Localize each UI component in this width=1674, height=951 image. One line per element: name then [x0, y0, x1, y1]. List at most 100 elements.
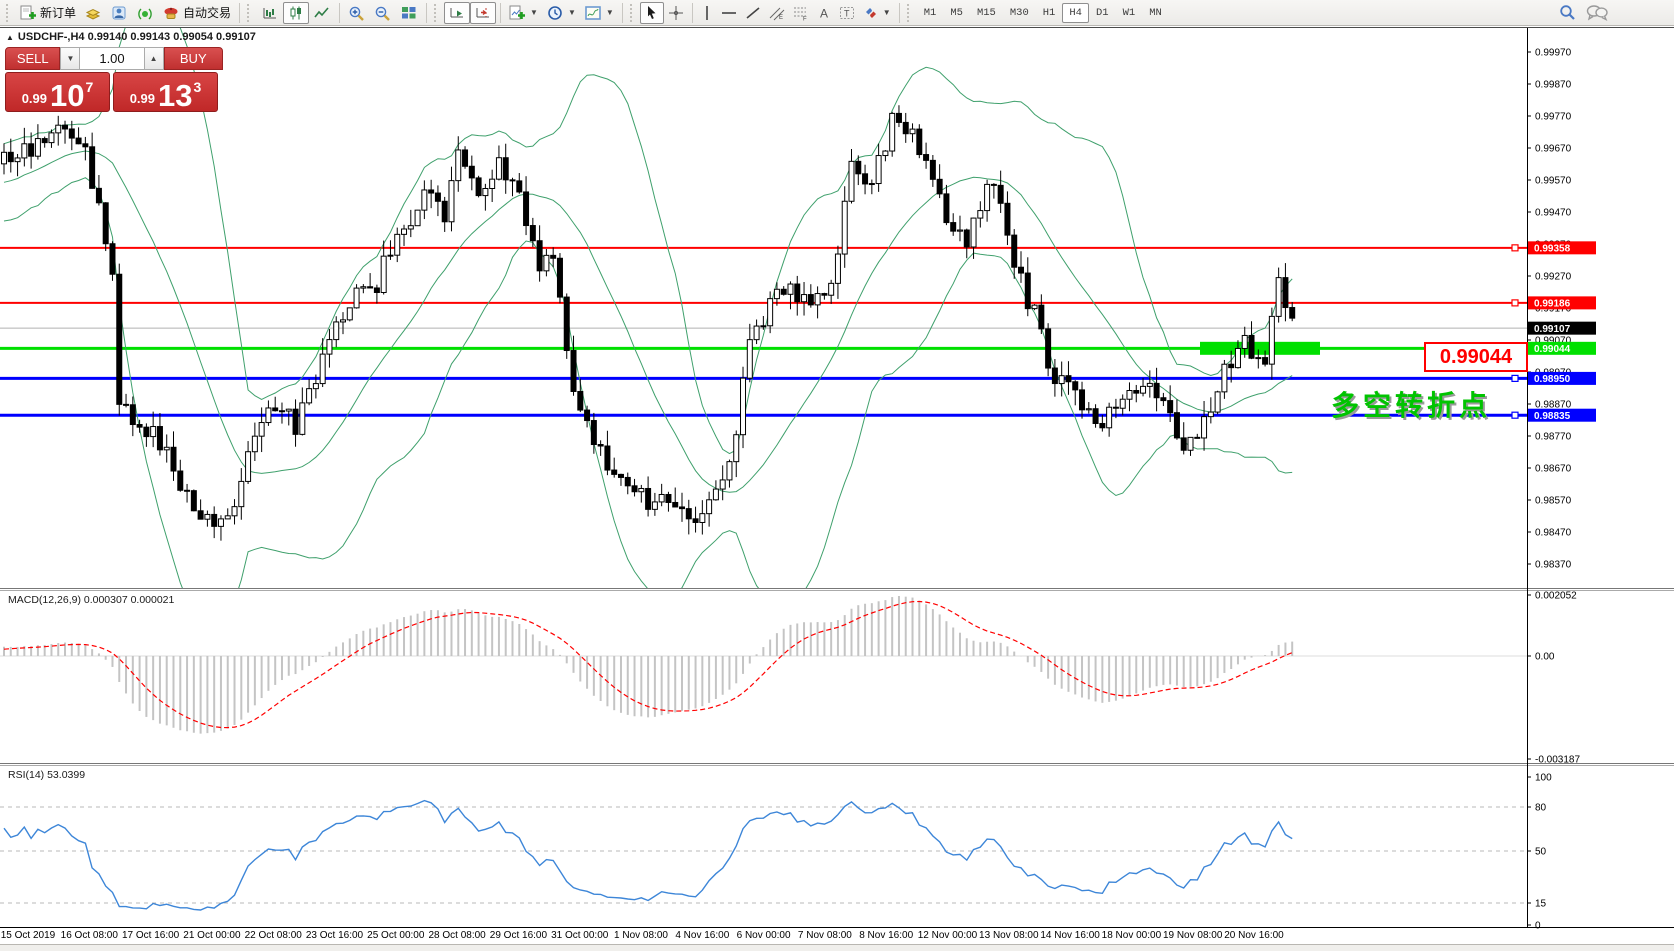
timeframe-mn[interactable]: MN [1142, 3, 1169, 23]
price-tag [1528, 321, 1596, 335]
search-icon[interactable] [1559, 4, 1576, 21]
collapse-panel-icon[interactable]: ▲ [6, 33, 14, 42]
buy-price-box[interactable]: 0.99 13 3 [113, 72, 218, 112]
svg-text:0.98835: 0.98835 [1534, 411, 1571, 422]
auto-scroll-icon [450, 7, 464, 17]
svg-text:0.99570: 0.99570 [1535, 176, 1572, 187]
auto-scroll-button[interactable] [444, 1, 471, 24]
timeframe-group: M1 M5 M15 M30 H1 H4 D1 W1 MN [917, 2, 1169, 23]
zoom-in-button[interactable] [344, 2, 370, 24]
price-callout-label[interactable]: 0.99044 [1424, 342, 1528, 372]
sell-price-pipette: 7 [85, 79, 94, 95]
volume-decrease-button[interactable]: ▼ [60, 47, 81, 70]
svg-text:0.99107: 0.99107 [1534, 324, 1571, 335]
svg-text:0.002052: 0.002052 [1535, 591, 1577, 602]
sell-button[interactable]: SELL [5, 47, 61, 70]
timeframe-m1[interactable]: M1 [917, 3, 944, 23]
timeframe-m30[interactable]: M30 [1003, 3, 1036, 23]
channel-icon: E [769, 7, 785, 21]
new-order-button[interactable]: 新订单 [16, 2, 80, 24]
zoom-out-button[interactable] [370, 2, 396, 24]
candlestick-icon [290, 6, 302, 19]
timeframe-d1[interactable]: D1 [1089, 3, 1116, 23]
rsi-pane [0, 799, 1527, 911]
chart-shift-button[interactable] [470, 1, 497, 24]
line-handle [1511, 299, 1519, 307]
indicators-button[interactable]: ▼ [505, 2, 542, 24]
sell-price-prefix: 0.99 [21, 91, 48, 106]
new-order-icon [20, 5, 36, 19]
rsi-line [3, 799, 1293, 911]
horizontal-line-icon [721, 11, 736, 14]
symbol-ohlc-header: ▲ USDCHF-,H4 0.99140 0.99143 0.99054 0.99… [6, 31, 256, 43]
new-order-label: 新订单 [40, 6, 77, 20]
chat-icon[interactable] [1586, 4, 1608, 21]
tile-windows-button[interactable] [396, 2, 422, 24]
text-label-button[interactable]: T [835, 2, 859, 24]
horizontal-line-button[interactable] [717, 2, 741, 24]
sell-price-box[interactable]: 0.99 10 7 [5, 72, 110, 112]
autotrading-button[interactable]: 自动交易 [158, 2, 235, 24]
svg-text:-0.003187: -0.003187 [1535, 755, 1580, 766]
timeframe-m15[interactable]: M15 [970, 3, 1003, 23]
turning-point-annotation[interactable]: 多空转折点 [1331, 390, 1492, 421]
bar-chart-mode-button[interactable] [257, 2, 283, 24]
svg-text:0.99670: 0.99670 [1535, 144, 1572, 155]
buy-button[interactable]: BUY [163, 47, 223, 70]
macd-signal-line [3, 600, 1293, 729]
arrows-icon [865, 7, 876, 18]
rsi-label: RSI(14) 53.0399 [8, 769, 85, 781]
price-tag [1528, 341, 1596, 355]
svg-text:0.99358: 0.99358 [1534, 244, 1571, 255]
line-chart-mode-button[interactable] [309, 2, 335, 24]
signals-button[interactable] [132, 2, 158, 24]
svg-text:0.99970: 0.99970 [1535, 48, 1572, 59]
bar-chart-icon [263, 7, 277, 18]
volume-increase-button[interactable]: ▲ [143, 47, 164, 70]
trendline-button[interactable] [741, 2, 765, 24]
main-pane [0, 28, 1527, 588]
candles-layer [1, 105, 1296, 541]
history-center-button[interactable] [80, 2, 106, 24]
svg-text:0.98950: 0.98950 [1534, 374, 1571, 385]
price-tag [1528, 241, 1596, 255]
ohlc-text: USDCHF-,H4 0.99140 0.99143 0.99054 0.991… [17, 31, 256, 43]
price-tag [1528, 296, 1596, 310]
line-handle [1511, 374, 1519, 382]
svg-text:16 Oct 08:00: 16 Oct 08:00 [61, 930, 119, 941]
templates-button[interactable]: ▼ [580, 2, 618, 24]
macd-label: MACD(12,26,9) 0.000307 0.000021 [8, 594, 175, 606]
text-button[interactable]: A [813, 2, 835, 24]
svg-text:0.98370: 0.98370 [1535, 560, 1572, 571]
vertical-line-button[interactable] [697, 2, 717, 24]
timeframe-m5[interactable]: M5 [943, 3, 970, 23]
one-click-trading-panel: SELL ▼ 1.00 ▲ BUY 0.99 10 7 0.99 13 3 [5, 47, 223, 112]
profile-button[interactable] [106, 2, 132, 24]
arrows-button[interactable]: ▼ [859, 2, 895, 24]
timeframe-h4[interactable]: H4 [1062, 3, 1089, 23]
line-handle [1511, 411, 1519, 419]
timeframe-w1[interactable]: W1 [1116, 3, 1143, 23]
channel-button[interactable]: E [765, 2, 789, 24]
svg-text:0.98570: 0.98570 [1535, 496, 1572, 507]
svg-text:T: T [844, 8, 850, 18]
svg-text:0.99470: 0.99470 [1535, 208, 1572, 219]
svg-text:17 Oct 16:00: 17 Oct 16:00 [122, 930, 180, 941]
timeframe-h1[interactable]: H1 [1036, 3, 1063, 23]
fibonacci-button[interactable]: F [789, 2, 813, 24]
text-label-icon: T [839, 6, 854, 19]
svg-text:20 Nov 16:00: 20 Nov 16:00 [1224, 930, 1284, 941]
svg-text:80: 80 [1535, 803, 1547, 814]
volume-input[interactable]: 1.00 [80, 47, 144, 70]
periods-button[interactable]: ▼ [542, 2, 580, 24]
candlestick-mode-button[interactable] [283, 1, 310, 24]
line-handle [1511, 244, 1519, 252]
indicators-caret-icon: ▼ [530, 8, 538, 17]
crosshair-button[interactable] [664, 2, 688, 24]
text-a-icon: A [820, 6, 828, 20]
svg-text:0.98870: 0.98870 [1535, 400, 1572, 411]
cursor-button[interactable] [639, 1, 664, 24]
toolbar-grip[interactable] [6, 3, 13, 22]
svg-text:F: F [803, 16, 807, 21]
chart-canvas[interactable]: 0.999700.998700.997700.996700.995700.994… [0, 28, 1674, 945]
